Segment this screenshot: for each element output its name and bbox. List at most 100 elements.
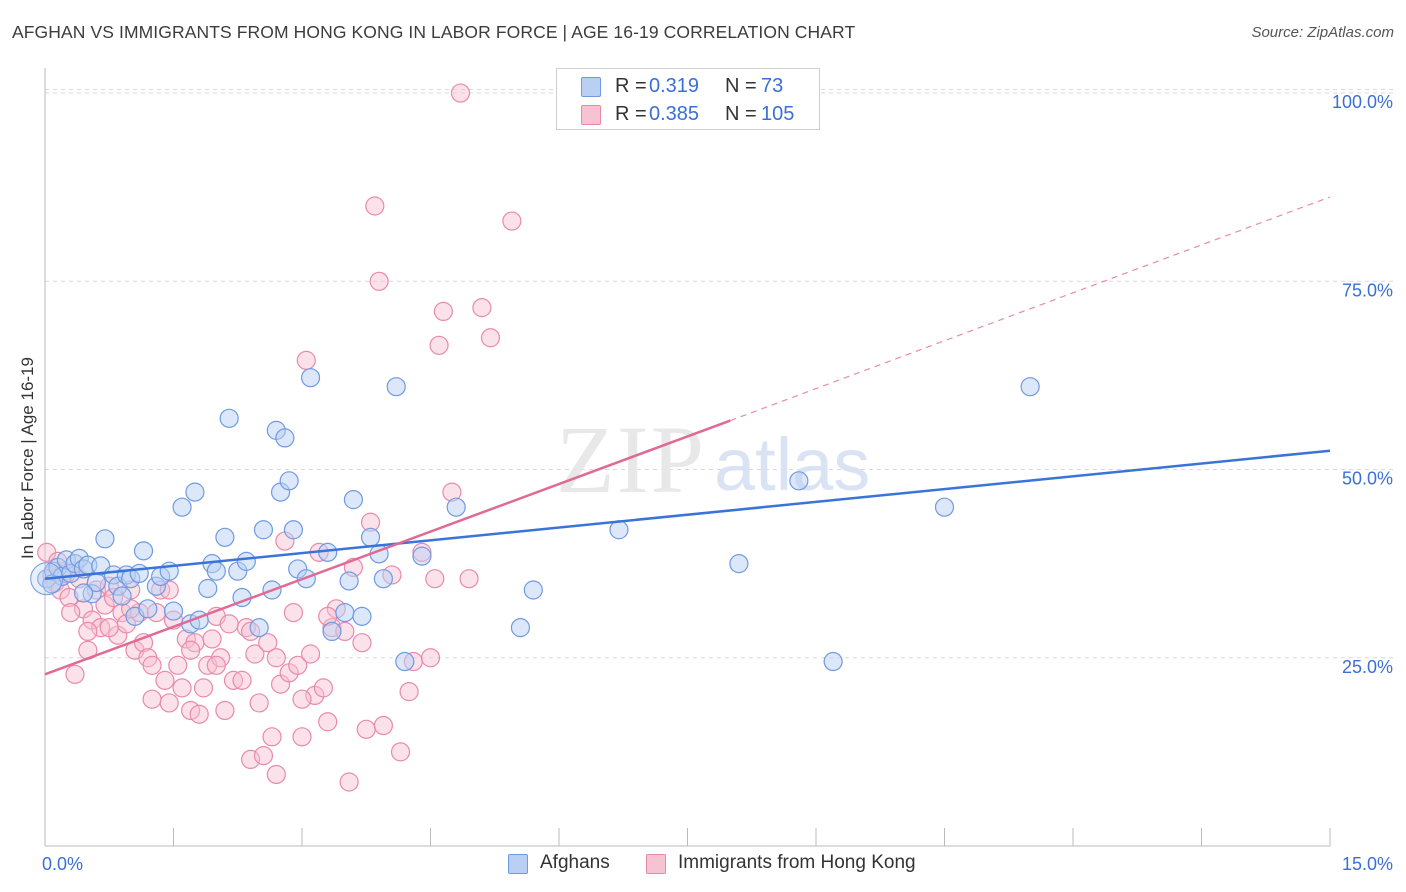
trendline-hongkong (44, 419, 731, 676)
point-hongkong (365, 196, 385, 216)
point-afghans (206, 561, 226, 581)
point-hongkong (450, 83, 471, 103)
point-afghans (73, 583, 94, 603)
point-afghans (510, 618, 531, 638)
point-afghans (412, 546, 432, 566)
chart-title: AFGHAN VS IMMIGRANTS FROM HONG KONG IN L… (12, 22, 856, 42)
source-credit: Source: ZipAtlas.com (1251, 24, 1394, 41)
point-afghans (335, 602, 355, 623)
point-afghans (823, 651, 843, 672)
point-hongkong (352, 633, 372, 653)
y-tick-label: 50.0% (1342, 469, 1393, 489)
point-hongkong (390, 742, 411, 762)
trendline-afghans (44, 449, 1331, 580)
point-hongkong (172, 678, 192, 698)
point-afghans (934, 497, 955, 517)
point-afghans (360, 527, 381, 547)
point-hongkong (502, 211, 522, 231)
point-afghans (343, 490, 363, 510)
point-afghans (129, 563, 149, 584)
legend-row-afghans: R = 0.319 N = 73 (557, 73, 819, 101)
point-afghans (219, 408, 239, 428)
point-hongkong (168, 655, 188, 675)
point-afghans (275, 428, 295, 448)
point-afghans (283, 520, 304, 540)
point-hongkong (262, 727, 282, 747)
point-afghans (185, 482, 205, 502)
point-afghans (112, 586, 132, 606)
legend-r-value: 0.319 (649, 75, 700, 97)
point-afghans (523, 580, 543, 600)
watermark: ZIP atlas (556, 406, 870, 513)
point-hongkong (283, 602, 304, 623)
point-hongkong (193, 678, 214, 698)
watermark-zip: ZIP (556, 406, 706, 513)
point-hongkong (219, 614, 239, 634)
point-hongkong (266, 648, 286, 668)
trendline-hongkong-extrapolated (730, 196, 1331, 422)
axis-layer (44, 68, 1331, 847)
point-hongkong (189, 704, 209, 724)
point-afghans (789, 471, 809, 491)
point-afghans (322, 621, 342, 642)
point-hongkong (313, 678, 334, 698)
point-hongkong (61, 602, 81, 623)
point-hongkong (369, 271, 389, 291)
point-hongkong (245, 644, 265, 664)
point-hongkong (429, 335, 449, 355)
point-hongkong (433, 301, 453, 322)
point-afghans (1020, 377, 1040, 397)
point-hongkong (373, 715, 393, 736)
point-hongkong (202, 629, 222, 649)
point-hongkong (300, 644, 321, 664)
point-afghans (609, 520, 629, 540)
legend-n-value: 73 (761, 75, 784, 97)
point-hongkong (339, 772, 359, 792)
point-afghans (95, 529, 115, 549)
point-hongkong (241, 749, 261, 770)
point-hongkong (155, 670, 175, 690)
point-afghans (253, 520, 274, 540)
legend-n-label: N = (725, 103, 757, 125)
y-tick-label: 75.0% (1342, 280, 1393, 300)
point-hongkong (159, 693, 179, 713)
point-afghans (249, 618, 269, 638)
point-hongkong (65, 664, 85, 684)
point-hongkong (206, 655, 226, 675)
trend-layer (44, 196, 1331, 676)
point-hongkong (420, 648, 441, 668)
legend-n-value: 105 (761, 103, 795, 125)
point-afghans (133, 541, 154, 561)
point-afghans (729, 554, 749, 574)
point-hongkong (215, 700, 235, 721)
y-tick-label: 25.0% (1342, 657, 1393, 677)
point-hongkong (249, 693, 269, 713)
legend-n-label: N = (725, 75, 757, 97)
point-hongkong (288, 655, 308, 675)
point-hongkong (266, 764, 286, 785)
point-afghans (339, 571, 359, 591)
watermark-atlas: atlas (714, 423, 870, 506)
point-afghans (352, 606, 372, 626)
point-hongkong (296, 350, 316, 370)
y-axis-label: In Labor Force | Age 16-19 (18, 357, 37, 559)
point-afghans (236, 551, 256, 571)
point-afghans (395, 651, 415, 672)
legend-row-hongkong: R = 0.385 N = 105 (557, 101, 819, 129)
legend-r-label: R = (615, 103, 647, 125)
bottom-swatch-afghans (508, 854, 528, 874)
point-afghans (446, 497, 466, 517)
x-tick-label: 15.0% (1342, 854, 1393, 874)
point-hongkong (318, 712, 338, 732)
bottom-label-afghans: Afghans (540, 852, 610, 873)
bottom-label-hongkong: Immigrants from Hong Kong (678, 852, 916, 873)
point-afghans (138, 599, 158, 619)
legend-stats: R = 0.319 N = 73 R = 0.385 N = 105 (556, 68, 820, 130)
point-afghans (279, 471, 299, 491)
y-tick-label: 100.0% (1332, 92, 1393, 112)
point-hongkong (142, 689, 162, 709)
point-hongkong (232, 670, 252, 690)
point-afghans (373, 569, 393, 589)
grid-layer (45, 89, 1395, 659)
